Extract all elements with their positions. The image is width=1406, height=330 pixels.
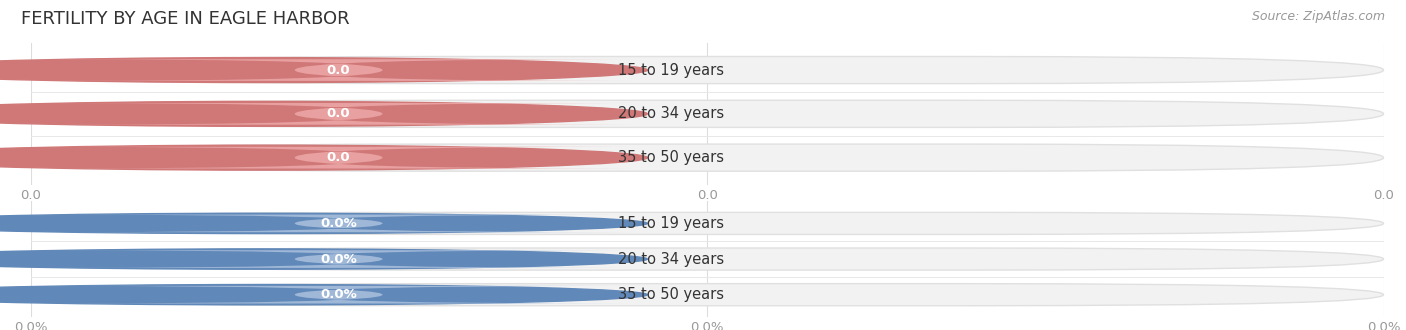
- FancyBboxPatch shape: [48, 59, 630, 81]
- Circle shape: [0, 57, 647, 82]
- FancyBboxPatch shape: [31, 212, 1384, 234]
- FancyBboxPatch shape: [31, 56, 1384, 83]
- Text: Source: ZipAtlas.com: Source: ZipAtlas.com: [1251, 10, 1385, 23]
- Text: 0.0%: 0.0%: [321, 288, 357, 301]
- Text: 35 to 50 years: 35 to 50 years: [619, 150, 724, 165]
- Text: 0.0: 0.0: [326, 107, 350, 120]
- FancyBboxPatch shape: [48, 214, 630, 232]
- Circle shape: [0, 284, 647, 305]
- Text: 0.0: 0.0: [326, 151, 350, 164]
- Text: 20 to 34 years: 20 to 34 years: [619, 106, 724, 121]
- FancyBboxPatch shape: [48, 147, 630, 169]
- FancyBboxPatch shape: [48, 103, 630, 125]
- Text: 15 to 19 years: 15 to 19 years: [619, 216, 724, 231]
- Circle shape: [0, 249, 647, 269]
- FancyBboxPatch shape: [48, 286, 630, 304]
- FancyBboxPatch shape: [31, 248, 1384, 270]
- Text: 0.0: 0.0: [326, 64, 350, 77]
- Text: FERTILITY BY AGE IN EAGLE HARBOR: FERTILITY BY AGE IN EAGLE HARBOR: [21, 10, 350, 28]
- Circle shape: [0, 101, 647, 126]
- Text: 0.0%: 0.0%: [321, 217, 357, 230]
- Text: 0.0%: 0.0%: [321, 252, 357, 266]
- Circle shape: [0, 213, 647, 234]
- FancyBboxPatch shape: [48, 250, 630, 268]
- Text: 15 to 19 years: 15 to 19 years: [619, 63, 724, 78]
- Text: 20 to 34 years: 20 to 34 years: [619, 251, 724, 267]
- FancyBboxPatch shape: [31, 284, 1384, 306]
- Text: 35 to 50 years: 35 to 50 years: [619, 287, 724, 302]
- FancyBboxPatch shape: [31, 100, 1384, 127]
- FancyBboxPatch shape: [31, 144, 1384, 171]
- Circle shape: [0, 145, 647, 170]
